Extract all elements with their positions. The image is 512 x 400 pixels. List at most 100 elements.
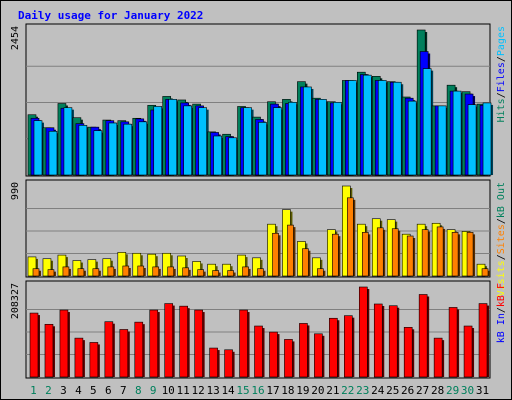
kb-f-bar-4 [74,337,85,378]
day-label-29: 29 [446,384,459,397]
pages-bar-6 [108,122,119,176]
legend-visits: Visits [496,260,507,296]
sites-bar-27 [421,229,431,277]
kb-f-bar-21 [329,317,340,378]
pages-bar-29 [452,90,464,176]
kb-f-bar-8 [134,321,145,378]
pages-bar-5 [93,130,104,176]
day-label-4: 4 [75,384,82,397]
kb-f-bar-28 [433,337,445,378]
legend-kb-in: kB In [496,313,507,343]
kb-f-bar-14 [224,349,235,378]
day-label-31: 31 [476,384,489,397]
legend-sites: Sites [496,224,507,254]
kb-f-bar-5 [89,342,100,378]
sites-bar-20 [317,268,326,277]
day-label-1: 1 [30,384,37,397]
kb-f-bar-20 [314,333,325,378]
legend-separator: / [496,218,507,224]
pages-bar-11 [183,105,194,176]
legend: Hits/Files/Pages [496,26,507,122]
legend-files: Files [496,62,507,92]
day-label-11: 11 [177,384,190,397]
day-label-20: 20 [311,384,324,397]
pages-bar-12 [198,107,209,176]
legend: kB In/kB F [496,283,507,343]
pages-bar-9 [153,106,164,176]
pages-bar-10 [168,99,179,176]
pages-bar-20 [318,99,329,176]
sites-bar-15 [242,266,251,277]
chart-title: Daily usage for January 2022 [18,9,203,22]
pages-bar-16 [258,122,269,176]
pages-bar-8 [138,121,149,176]
legend-separator: / [496,307,507,313]
sites-bar-16 [257,268,266,277]
day-label-25: 25 [386,384,399,397]
visits-bar-2 [42,258,53,277]
sites-bar-18 [287,224,296,277]
visits-bar-1 [27,256,38,277]
sites-bar-21 [332,233,341,277]
visits-bar-8 [132,252,143,277]
pages-bar-1 [33,120,44,176]
day-label-28: 28 [431,384,444,397]
pages-bar-13 [213,135,224,176]
day-label-10: 10 [162,384,175,397]
sites-bar-28 [436,226,446,277]
kb-f-bar-7 [119,329,130,378]
pages-bar-21 [333,102,344,176]
sites-bar-23 [361,232,371,277]
sites-bar-4 [77,268,86,277]
day-label-12: 12 [192,384,205,397]
legend-hits: Hits [496,98,507,122]
day-label-17: 17 [266,384,279,397]
day-label-23: 23 [356,384,369,397]
kb-f-bar-11 [179,305,190,378]
pages-bar-4 [78,125,89,176]
kb-f-bar-1 [29,312,40,378]
kb-f-bar-2 [44,323,55,378]
kb-f-bar-10 [164,303,175,378]
pages-bar-18 [288,102,299,176]
day-label-21: 21 [326,384,339,397]
sites-bar-24 [376,227,386,277]
day-label-22: 22 [341,384,354,397]
kb-f-bar-26 [403,327,415,378]
day-label-6: 6 [105,384,112,397]
kb-f-bar-13 [209,347,220,378]
legend-kb-out: kB Out [496,182,507,218]
pages-bar-3 [63,107,74,176]
kb-f-bar-17 [269,331,280,378]
day-label-15: 15 [236,384,249,397]
sites-bar-2 [47,269,56,277]
day-label-27: 27 [416,384,429,397]
sites-bar-29 [451,232,461,277]
day-labels: 1 2 3 4 5 6 7 8 9 10 11 12 13 14 15 16 17 18 19 20 21 22 23 24 2… [30,384,489,397]
sites-bar-10 [167,266,176,277]
pages-bar-24 [377,80,389,176]
kb-f-bar-6 [104,321,115,378]
visits-bar-10 [162,252,173,277]
visits-bar-9 [147,253,158,277]
legend-separator: / [496,254,507,260]
visits-bar-11 [177,255,188,277]
kb-f-bar-3 [59,309,70,378]
pages-bar-25 [392,81,404,176]
visits-bar-7 [117,252,128,277]
day-label-19: 19 [296,384,309,397]
pages-bar-7 [123,123,134,176]
day-label-2: 2 [45,384,52,397]
sites-bar-12 [197,269,206,277]
kb-f-bar-30 [463,325,475,378]
sites-bar-22 [347,197,356,277]
sites-bar-19 [302,248,311,277]
kb-f-bar-15 [239,309,250,378]
kb-f-bar-23 [358,286,370,378]
kb-f-bar-16 [254,325,265,378]
sites-bar-25 [391,228,401,277]
visits-bar-3 [57,254,68,277]
day-label-14: 14 [221,384,235,397]
